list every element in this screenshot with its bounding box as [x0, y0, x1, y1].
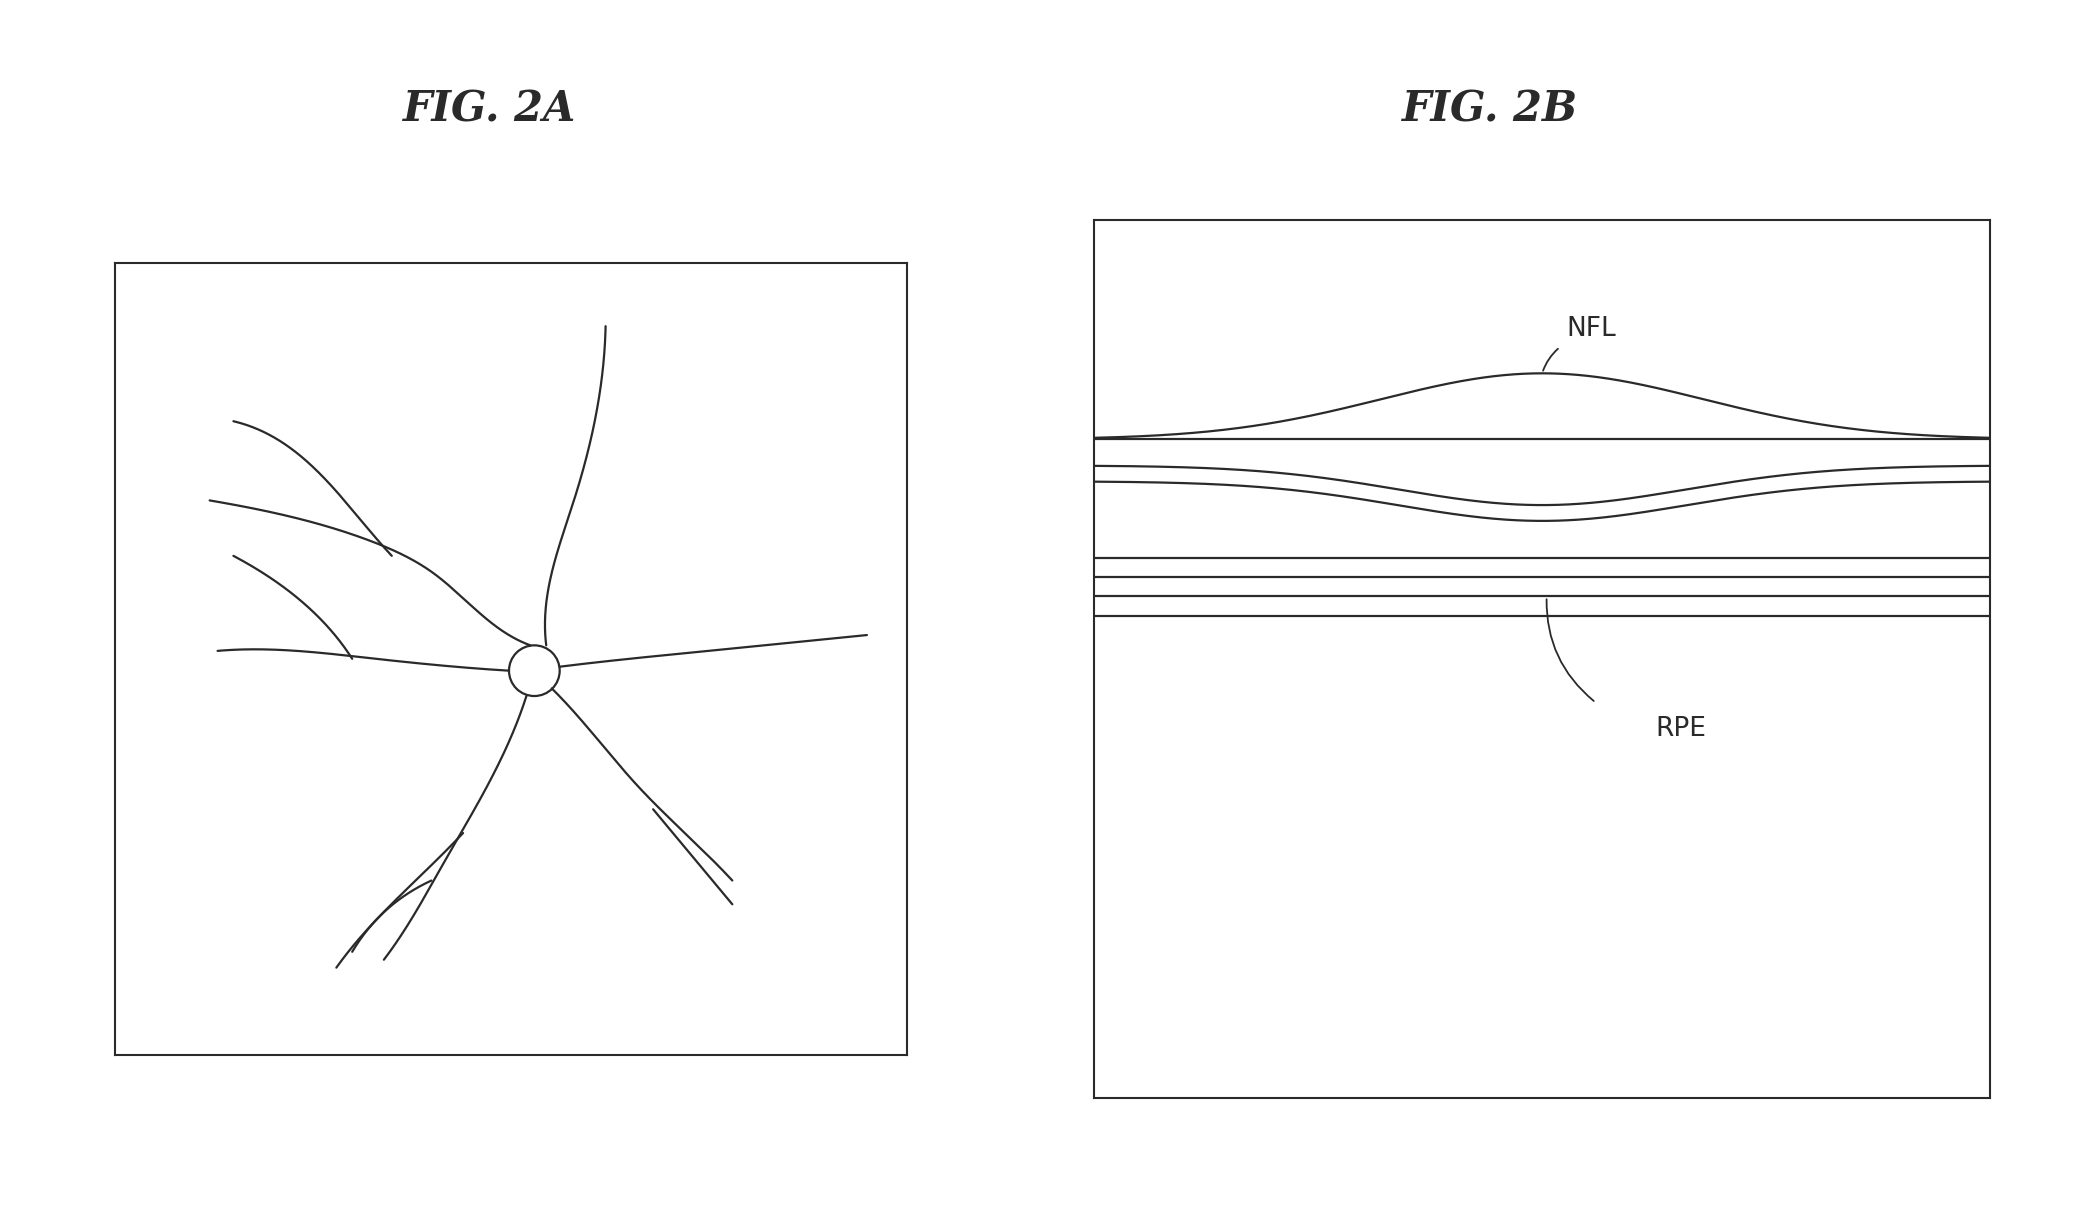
Text: FIG. 2B: FIG. 2B [1403, 89, 1578, 131]
Text: RPE: RPE [1655, 716, 1707, 742]
Text: NFL: NFL [1567, 316, 1617, 343]
Text: FIG. 2A: FIG. 2A [402, 89, 577, 131]
